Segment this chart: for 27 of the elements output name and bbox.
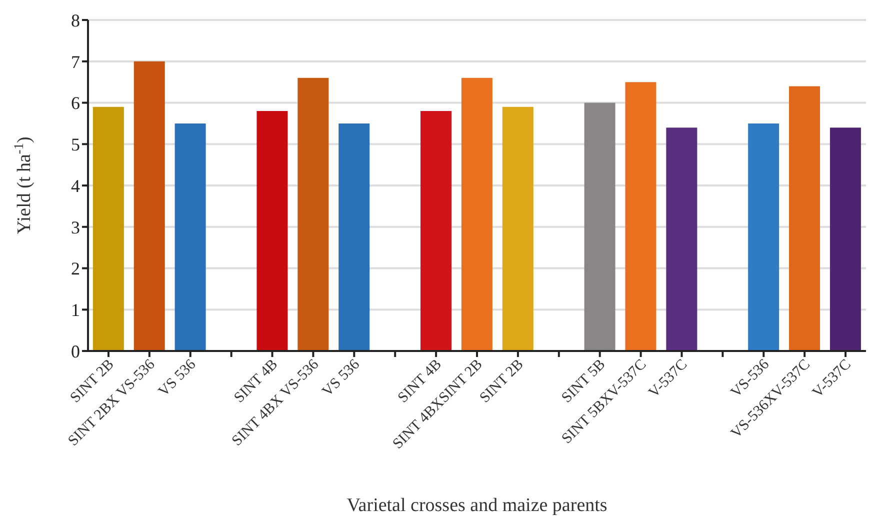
bar	[789, 86, 820, 351]
x-tick-label: VS 536	[156, 356, 200, 400]
y-tick-label: 7	[71, 52, 80, 72]
x-axis-title: Varietal crosses and maize parents	[346, 495, 608, 516]
bar	[256, 111, 288, 351]
bar	[748, 123, 780, 351]
y-tick-label: 3	[71, 217, 80, 238]
y-tick-label: 6	[71, 93, 80, 114]
y-tick-label: 8	[71, 10, 80, 30]
bar	[174, 123, 206, 351]
y-tick-label: 4	[71, 176, 80, 196]
bar	[625, 82, 656, 351]
y-tick-label: 2	[71, 258, 80, 279]
bar	[666, 128, 698, 351]
bar	[584, 102, 616, 351]
bar	[134, 61, 165, 351]
bar	[338, 123, 370, 351]
y-tick-label: 1	[71, 300, 80, 320]
bar	[420, 111, 452, 351]
bar	[830, 128, 861, 351]
bar	[298, 78, 329, 351]
y-tick-label: 0	[71, 341, 80, 362]
bar	[461, 78, 492, 351]
x-tick-label: VS 536	[320, 356, 364, 400]
bar	[502, 106, 534, 351]
bar	[92, 106, 124, 351]
y-tick-label: 5	[71, 134, 80, 155]
